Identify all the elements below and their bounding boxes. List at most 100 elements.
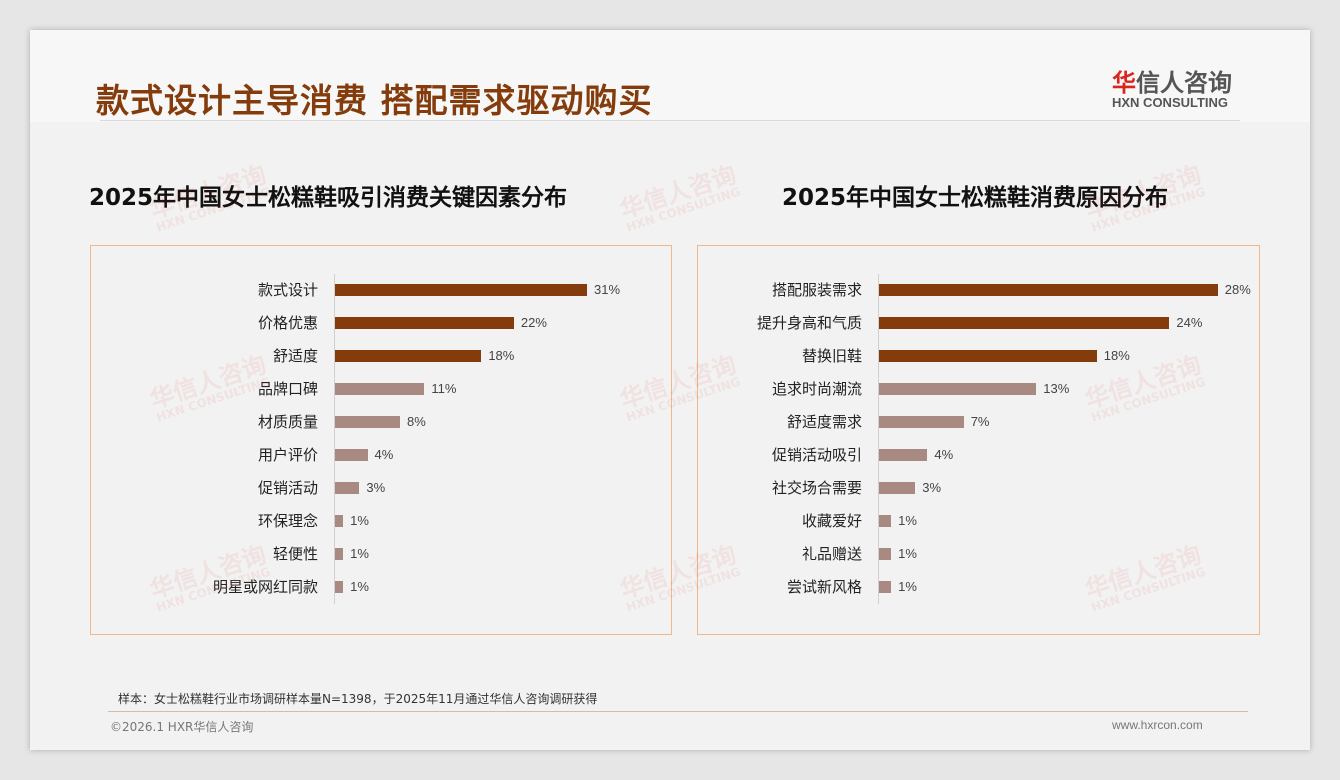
category-label: 促销活动 bbox=[257, 479, 318, 497]
bar bbox=[879, 383, 1037, 395]
bar-row: 品牌口碑 11% bbox=[91, 379, 671, 399]
bar bbox=[335, 284, 588, 296]
watermark: 华信人咨询 HXN CONSULTING bbox=[1081, 160, 1208, 235]
bar-row: 收藏爱好 1% bbox=[698, 511, 1259, 531]
value-label: 4% bbox=[934, 447, 954, 462]
footer-divider bbox=[108, 711, 1248, 712]
bar-row: 环保理念 1% bbox=[91, 511, 671, 531]
value-label: 11% bbox=[431, 381, 457, 396]
bar bbox=[879, 449, 928, 461]
bar-row: 提升身高和气质 24% bbox=[698, 313, 1259, 333]
value-label: 1% bbox=[350, 579, 369, 594]
value-label: 4% bbox=[374, 447, 394, 462]
page-title: 款式设计主导消费 搭配需求驱动购买 bbox=[96, 81, 653, 120]
value-label: 1% bbox=[350, 513, 369, 528]
category-label: 价格优惠 bbox=[257, 314, 318, 332]
bar-row: 社交场合需要 3% bbox=[698, 478, 1259, 498]
bar-row: 促销活动 3% bbox=[91, 478, 671, 498]
value-label: 1% bbox=[898, 513, 917, 528]
website-url: www.hxrcon.com bbox=[1112, 718, 1203, 732]
chart-right: 搭配服装需求 28% 提升身高和气质 24% 替换旧鞋 18% 追求时尚潮流 13% 舒适度需求… bbox=[697, 245, 1260, 635]
category-label: 追求时尚潮流 bbox=[771, 380, 862, 398]
y-axis-line bbox=[334, 274, 335, 604]
bar-row: 追求时尚潮流 13% bbox=[698, 379, 1259, 399]
category-label: 舒适度需求 bbox=[786, 413, 862, 431]
value-label: 7% bbox=[970, 414, 990, 429]
bar bbox=[335, 317, 514, 329]
bar-row: 轻便性 1% bbox=[91, 544, 671, 564]
logo-text: 信人咨询 bbox=[1136, 69, 1232, 97]
bar-row: 舒适度需求 7% bbox=[698, 412, 1259, 432]
category-label: 材质质量 bbox=[257, 413, 318, 431]
header bbox=[30, 30, 1310, 122]
bar bbox=[879, 317, 1170, 329]
bar-row: 替换旧鞋 18% bbox=[698, 346, 1259, 366]
category-label: 舒适度 bbox=[272, 347, 318, 365]
bar bbox=[879, 581, 892, 593]
bar-row: 明星或网红同款 1% bbox=[91, 577, 671, 597]
category-label: 环保理念 bbox=[257, 512, 318, 530]
bar bbox=[879, 284, 1218, 296]
bar bbox=[879, 515, 892, 527]
category-label: 品牌口碑 bbox=[257, 380, 318, 398]
category-label: 促销活动吸引 bbox=[771, 446, 862, 464]
value-label: 24% bbox=[1176, 315, 1203, 330]
value-label: 31% bbox=[594, 282, 621, 297]
category-label: 款式设计 bbox=[257, 281, 318, 299]
sample-note: 样本：女士松糕鞋行业市场调研样本量N=1398，于2025年11月通过华信人咨询… bbox=[118, 692, 598, 706]
chart-title-left: 2025年中国女士松糕鞋吸引消费关键因素分布 bbox=[89, 185, 568, 211]
bar-row: 搭配服装需求 28% bbox=[698, 280, 1259, 300]
category-label: 提升身高和气质 bbox=[756, 314, 862, 332]
category-label: 轻便性 bbox=[272, 545, 318, 563]
logo: 华信人咨询 bbox=[1112, 63, 1232, 98]
title-divider bbox=[100, 120, 1240, 121]
bar bbox=[335, 416, 401, 428]
category-label: 收藏爱好 bbox=[801, 512, 862, 530]
bar-row: 材质质量 8% bbox=[91, 412, 671, 432]
bar-row: 款式设计 31% bbox=[91, 280, 671, 300]
chart-left: 款式设计 31% 价格优惠 22% 舒适度 18% 品牌口碑 11% 材质质量 8% 用户评价 4% 促… bbox=[90, 245, 672, 635]
slide: 款式设计主导消费 搭配需求驱动购买 华信人咨询 HXN CONSULTING 2… bbox=[30, 30, 1310, 750]
value-label: 18% bbox=[488, 348, 515, 363]
bar bbox=[879, 350, 1097, 362]
category-label: 用户评价 bbox=[257, 446, 318, 464]
bar-row: 舒适度 18% bbox=[91, 346, 671, 366]
value-label: 1% bbox=[898, 546, 917, 561]
bar bbox=[335, 350, 482, 362]
bar bbox=[879, 482, 916, 494]
value-label: 13% bbox=[1043, 381, 1070, 396]
bar bbox=[335, 548, 344, 560]
chart-title-right: 2025年中国女士松糕鞋消费原因分布 bbox=[782, 185, 1169, 211]
value-label: 3% bbox=[922, 480, 942, 495]
bar bbox=[335, 383, 425, 395]
bar-row: 尝试新风格 1% bbox=[698, 577, 1259, 597]
category-label: 社交场合需要 bbox=[771, 479, 862, 497]
bar bbox=[879, 548, 892, 560]
bar bbox=[335, 515, 344, 527]
bar bbox=[335, 581, 344, 593]
category-label: 明星或网红同款 bbox=[212, 578, 318, 596]
watermark: 华信人咨询 HXN CONSULTING bbox=[146, 160, 273, 235]
category-label: 礼品赠送 bbox=[801, 545, 862, 563]
category-label: 尝试新风格 bbox=[786, 578, 862, 596]
logo-mark: 华 bbox=[1112, 69, 1136, 97]
value-label: 18% bbox=[1103, 348, 1130, 363]
logo-en: HXN CONSULTING bbox=[1112, 95, 1229, 110]
bar-row: 促销活动吸引 4% bbox=[698, 445, 1259, 465]
y-axis-line bbox=[878, 274, 879, 604]
value-label: 3% bbox=[366, 480, 386, 495]
bar-row: 礼品赠送 1% bbox=[698, 544, 1259, 564]
value-label: 28% bbox=[1224, 282, 1251, 297]
value-label: 22% bbox=[520, 315, 547, 330]
bar bbox=[335, 449, 368, 461]
category-label: 替换旧鞋 bbox=[801, 347, 862, 365]
bar bbox=[879, 416, 964, 428]
bar-row: 用户评价 4% bbox=[91, 445, 671, 465]
value-label: 8% bbox=[407, 414, 426, 429]
value-label: 1% bbox=[898, 579, 917, 594]
value-label: 1% bbox=[350, 546, 369, 561]
copyright: ©2026.1 HXR华信人咨询 bbox=[110, 720, 254, 734]
watermark: 华信人咨询 HXN CONSULTING bbox=[616, 160, 743, 235]
bar-row: 价格优惠 22% bbox=[91, 313, 671, 333]
bar bbox=[335, 482, 360, 494]
